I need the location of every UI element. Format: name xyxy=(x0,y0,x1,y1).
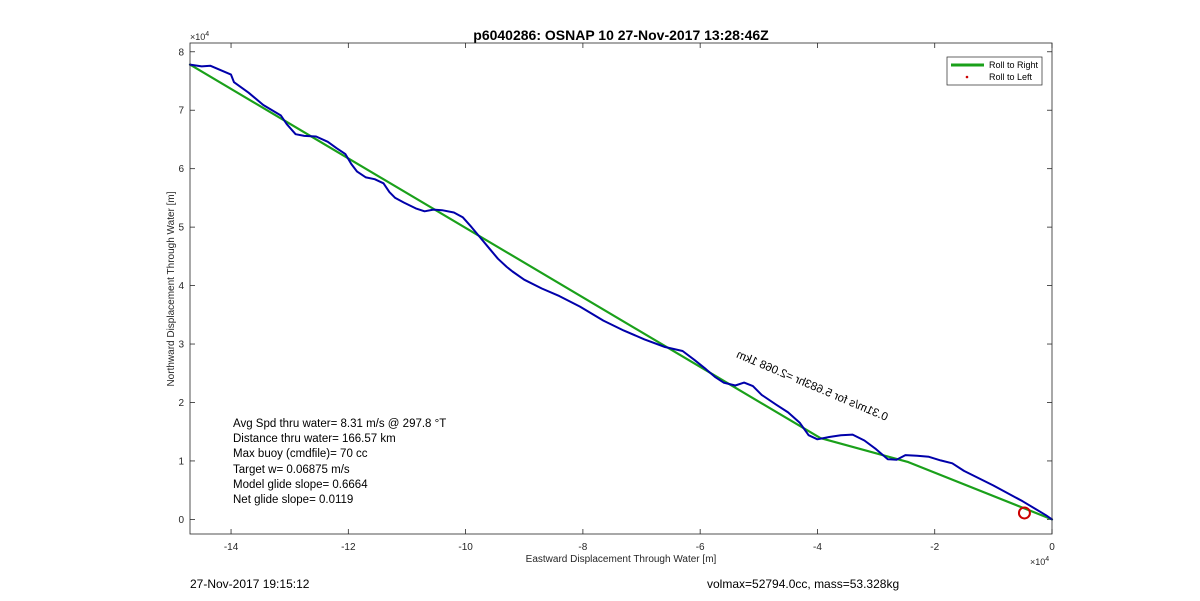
y-tick-label: 4 xyxy=(178,281,184,292)
stat-distance: Distance thru water= 166.57 km xyxy=(233,433,396,445)
y-axis-ticks: 0 1 2 3 4 5 6 7 8 xyxy=(178,47,1052,526)
y-tick-label: 8 xyxy=(178,47,184,58)
y-tick-label: 6 xyxy=(178,164,184,175)
legend-marker-roll-left xyxy=(965,75,969,79)
end-position-marker xyxy=(1017,506,1031,520)
plot-area xyxy=(190,43,1052,534)
x-exponent-power: 4 xyxy=(1045,556,1049,563)
legend-box xyxy=(946,56,1043,86)
x-axis-label: Eastward Displacement Through Water [m] xyxy=(526,554,717,565)
x-tick-label: -2 xyxy=(930,542,939,553)
y-tick-label: 5 xyxy=(178,223,184,234)
x-exponent-base: ×10 xyxy=(1030,557,1045,567)
x-tick-label: -6 xyxy=(696,542,705,553)
legend: Roll to Right Roll to Left xyxy=(946,56,1043,86)
stat-net-glide: Net glide slope= 0.0119 xyxy=(233,494,353,506)
x-tick-label: 0 xyxy=(1049,542,1055,553)
chart-title: p6040286: OSNAP 10 27-Nov-2017 13:28:46Z xyxy=(473,27,769,43)
y-tick-label: 0 xyxy=(178,515,184,526)
stat-max-buoy: Max buoy (cmdfile)= 70 cc xyxy=(233,448,368,460)
x-tick-label: -4 xyxy=(813,542,822,553)
legend-label-roll-left: Roll to Left xyxy=(989,72,1033,82)
series-roll-to-right-line xyxy=(188,63,1054,521)
stat-target-w: Target w= 0.06875 m/s xyxy=(233,464,350,476)
y-tick-label: 1 xyxy=(178,456,184,467)
x-axis-ticks: -14 -12 -10 -8 -6 -4 -2 0 xyxy=(224,43,1055,553)
footer-volmax-mass: volmax=52794.0cc, mass=53.328kg xyxy=(707,577,900,591)
y-tick-label: 2 xyxy=(178,398,184,409)
stats-annotation: Avg Spd thru water= 8.31 m/s @ 297.8 °T … xyxy=(233,418,446,506)
legend-label-roll-right: Roll to Right xyxy=(989,60,1039,70)
stat-avg-speed: Avg Spd thru water= 8.31 m/s @ 297.8 °T xyxy=(233,418,446,430)
series-layer xyxy=(188,63,1054,521)
x-tick-label: -10 xyxy=(458,542,473,553)
x-axis-exponent: ×104 xyxy=(1030,556,1049,567)
y-tick-label: 7 xyxy=(178,106,184,117)
stat-model-glide: Model glide slope= 0.6664 xyxy=(233,479,368,491)
x-tick-label: -8 xyxy=(578,542,587,553)
axes-box xyxy=(189,42,1053,535)
y-exponent-base: ×10 xyxy=(190,32,205,42)
x-tick-label: -12 xyxy=(341,542,356,553)
y-exponent-power: 4 xyxy=(205,31,209,38)
x-tick-label: -14 xyxy=(224,542,239,553)
series-trajectory-line xyxy=(189,63,1053,521)
footer-timestamp: 27-Nov-2017 19:15:12 xyxy=(190,577,310,591)
y-axis-label: Northward Displacement Through Water [m] xyxy=(166,191,177,386)
y-tick-label: 3 xyxy=(178,340,184,351)
y-axis-exponent: ×104 xyxy=(190,31,209,42)
